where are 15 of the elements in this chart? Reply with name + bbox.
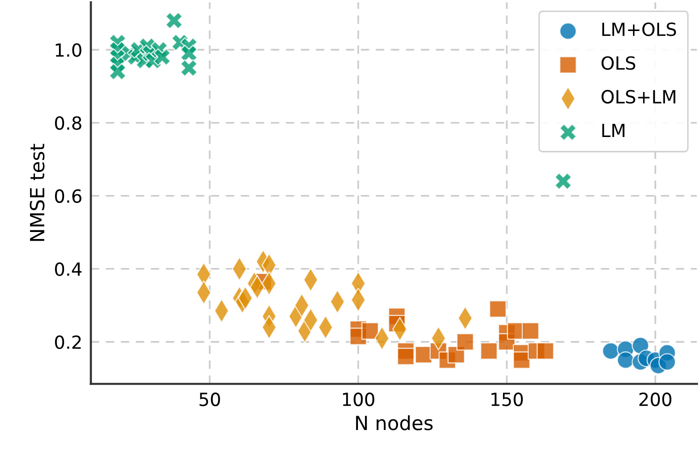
x-axis-title: N nodes	[356, 415, 433, 430]
x-tick-label: 150	[492, 392, 523, 406]
legend-label: LM	[602, 124, 624, 138]
y-tick-label: 0.2	[55, 335, 81, 350]
legend-label: OLS	[602, 56, 636, 70]
y-axis-title: NMSE test	[30, 144, 44, 241]
x-tick-label: 50	[200, 392, 220, 406]
y-tick-label: 0.4	[55, 262, 82, 276]
y-tick-label: 1.0	[56, 43, 82, 57]
legend-label: OLS+LM	[602, 90, 676, 104]
legend-label: LM+OLS	[602, 22, 676, 36]
x-tick-label: 200	[639, 392, 672, 406]
y-tick-label: 0.8	[55, 116, 82, 130]
y-tick-label: 0.6	[55, 189, 82, 203]
x-tick-label: 100	[342, 392, 374, 406]
